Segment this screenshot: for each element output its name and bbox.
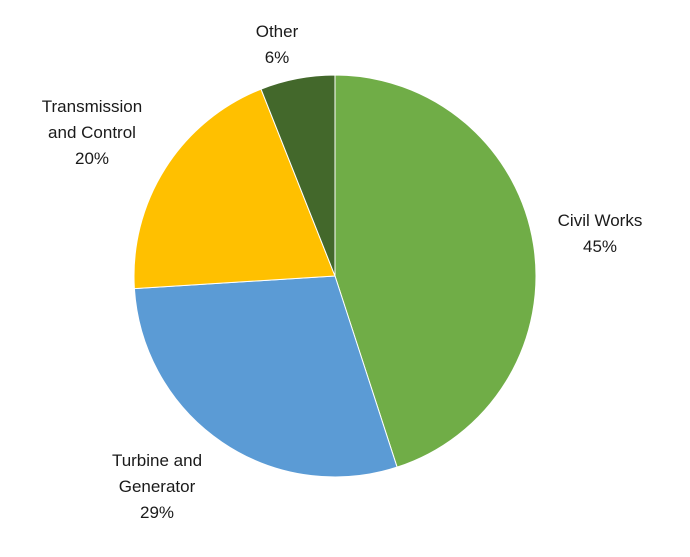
pie-slices: [133, 74, 537, 478]
pie-slice-turbine-and-generator: [133, 275, 398, 478]
slice-category-label: Generator: [119, 477, 196, 496]
slice-value-label: 45%: [583, 237, 617, 256]
pie-slice-transmission-and-control: [133, 88, 336, 290]
slice-label-transmission-and-control: Transmission and Control 20%: [42, 97, 142, 168]
slice-label-turbine-and-generator: Turbine and Generator 29%: [112, 451, 202, 522]
pie-slice-civil-works: [334, 74, 537, 468]
slice-category-label: Turbine and: [112, 451, 202, 470]
slice-category-label: Other: [256, 22, 299, 41]
slice-value-label: 29%: [140, 503, 174, 522]
slice-category-label: and Control: [48, 123, 136, 142]
slice-value-label: 6%: [265, 48, 290, 67]
slice-value-label: 20%: [75, 149, 109, 168]
pie-labels: Civil Works 45% Turbine and Generator 29% Tra…: [42, 22, 643, 522]
slice-category-label: Civil Works: [558, 211, 643, 230]
pie-slice-other: [260, 74, 336, 277]
slice-label-civil-works: Civil Works 45%: [558, 211, 643, 256]
slice-category-label: Transmission: [42, 97, 142, 116]
slice-label-other: Other 6%: [256, 22, 299, 67]
